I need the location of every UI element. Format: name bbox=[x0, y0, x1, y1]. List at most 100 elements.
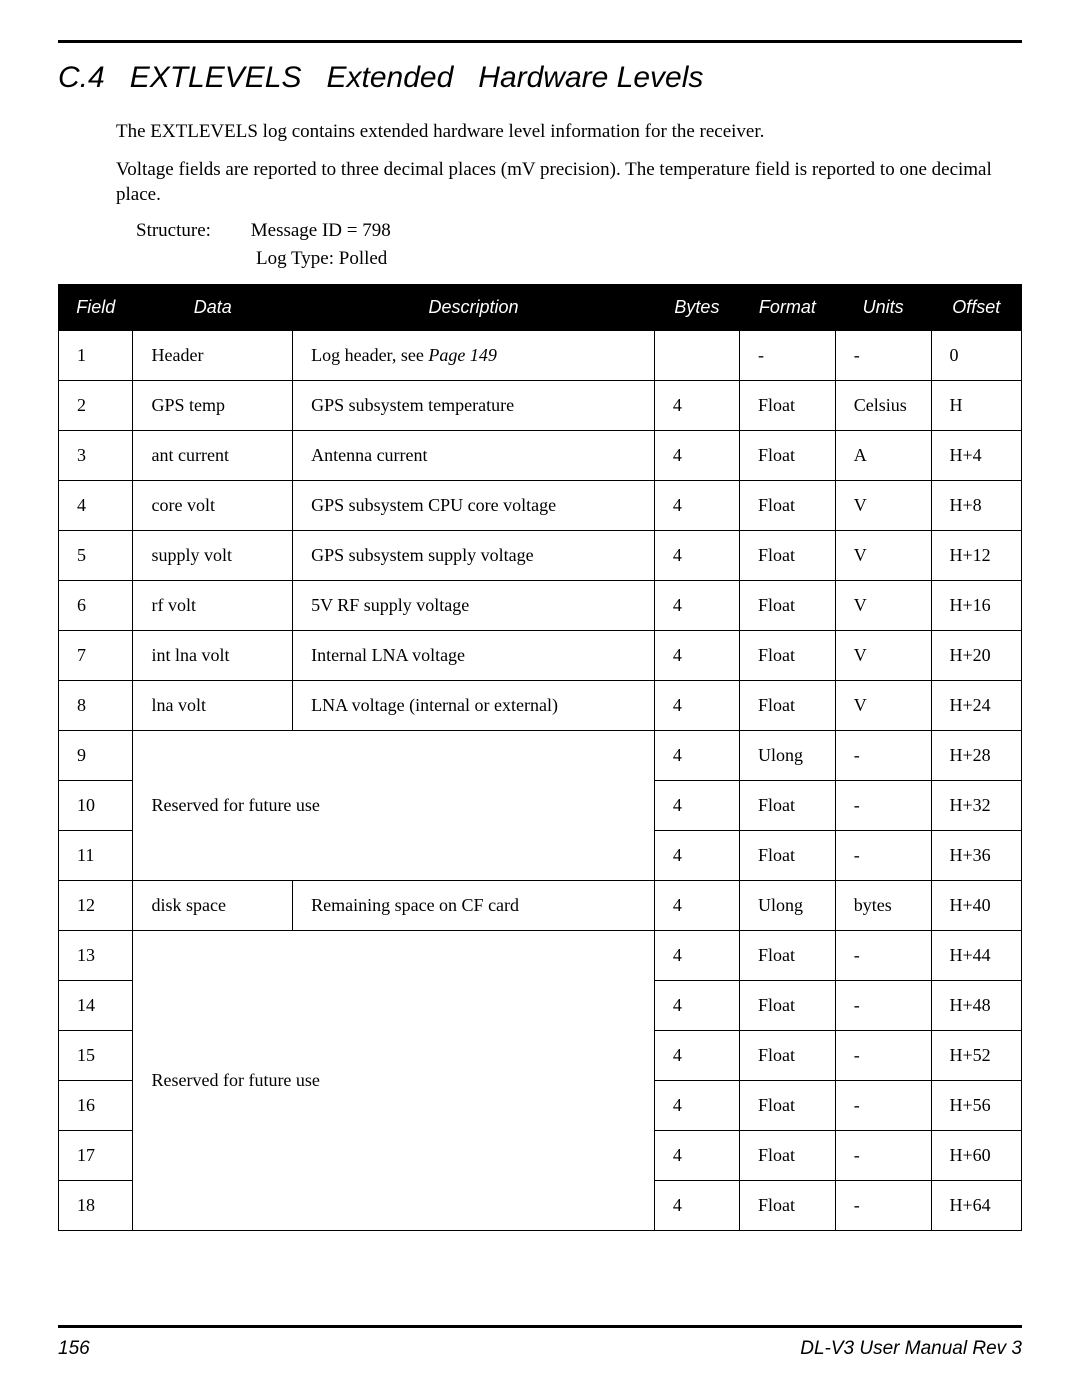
section-heading: C.4 EXTLEVELS Extended Hardware Levels bbox=[58, 61, 1022, 95]
cell-format: Float bbox=[740, 530, 836, 580]
cell-field: 15 bbox=[59, 1030, 133, 1080]
cell-units: - bbox=[835, 780, 931, 830]
structure-label: Structure: bbox=[136, 220, 246, 242]
cell-units: Celsius bbox=[835, 380, 931, 430]
cell-field: 12 bbox=[59, 880, 133, 930]
footer-content: 156 DL-V3 User Manual Rev 3 bbox=[58, 1338, 1022, 1360]
cell-desc: Antenna current bbox=[293, 430, 655, 480]
page-number: 156 bbox=[58, 1338, 90, 1360]
cell-units: - bbox=[835, 1130, 931, 1180]
cell-offset: H+64 bbox=[931, 1180, 1021, 1230]
desc-ref: Page 149 bbox=[428, 345, 496, 365]
cell-bytes: 4 bbox=[654, 1030, 739, 1080]
intro-para-2: Voltage fields are reported to three dec… bbox=[116, 157, 1022, 208]
footer-rule bbox=[58, 1325, 1022, 1328]
structure-msgid: Message ID = 798 bbox=[251, 220, 391, 241]
section-title-p3: Hardware Levels bbox=[478, 61, 703, 94]
cell-format: Float bbox=[740, 780, 836, 830]
cell-desc: GPS subsystem CPU core voltage bbox=[293, 480, 655, 530]
table-row: 7 int lna volt Internal LNA voltage 4 Fl… bbox=[59, 630, 1022, 680]
cell-field: 10 bbox=[59, 780, 133, 830]
th-field: Field bbox=[59, 284, 133, 330]
cell-offset: H+56 bbox=[931, 1080, 1021, 1130]
cell-offset: H+16 bbox=[931, 580, 1021, 630]
table-row: 8 lna volt LNA voltage (internal or exte… bbox=[59, 680, 1022, 730]
cell-units: - bbox=[835, 930, 931, 980]
cell-format: Float bbox=[740, 1130, 836, 1180]
table-row: 1 Header Log header, see Page 149 - - 0 bbox=[59, 330, 1022, 380]
cell-units: V bbox=[835, 630, 931, 680]
cell-units: A bbox=[835, 430, 931, 480]
cell-format: Float bbox=[740, 1030, 836, 1080]
cell-desc: GPS subsystem temperature bbox=[293, 380, 655, 430]
cell-format: Float bbox=[740, 1080, 836, 1130]
cell-format: Float bbox=[740, 680, 836, 730]
cell-field: 11 bbox=[59, 830, 133, 880]
cell-desc: Remaining space on CF card bbox=[293, 880, 655, 930]
table-row: 13 Reserved for future use 4 Float - H+4… bbox=[59, 930, 1022, 980]
cell-field: 9 bbox=[59, 730, 133, 780]
cell-format: Float bbox=[740, 580, 836, 630]
table-row: 12 disk space Remaining space on CF card… bbox=[59, 880, 1022, 930]
cell-offset: H+32 bbox=[931, 780, 1021, 830]
cell-offset: H+4 bbox=[931, 430, 1021, 480]
cell-units: bytes bbox=[835, 880, 931, 930]
th-units: Units bbox=[835, 284, 931, 330]
cell-units: - bbox=[835, 1080, 931, 1130]
cell-offset: H+36 bbox=[931, 830, 1021, 880]
th-offset: Offset bbox=[931, 284, 1021, 330]
th-data: Data bbox=[133, 284, 293, 330]
th-format: Format bbox=[740, 284, 836, 330]
cell-units: - bbox=[835, 330, 931, 380]
cell-offset: H+28 bbox=[931, 730, 1021, 780]
cell-field: 4 bbox=[59, 480, 133, 530]
cell-format: Float bbox=[740, 430, 836, 480]
cell-desc: LNA voltage (internal or external) bbox=[293, 680, 655, 730]
cell-offset: H+40 bbox=[931, 880, 1021, 930]
cell-units: V bbox=[835, 530, 931, 580]
cell-offset: H+52 bbox=[931, 1030, 1021, 1080]
cell-units: - bbox=[835, 730, 931, 780]
cell-format: Ulong bbox=[740, 730, 836, 780]
cell-bytes: 4 bbox=[654, 930, 739, 980]
table-row: 3 ant current Antenna current 4 Float A … bbox=[59, 430, 1022, 480]
top-rule bbox=[58, 40, 1022, 43]
page-footer: 156 DL-V3 User Manual Rev 3 bbox=[58, 1325, 1022, 1360]
cell-bytes: 4 bbox=[654, 980, 739, 1030]
cell-offset: 0 bbox=[931, 330, 1021, 380]
cell-field: 5 bbox=[59, 530, 133, 580]
desc-text: Log header, see bbox=[311, 345, 428, 365]
cell-format: Ulong bbox=[740, 880, 836, 930]
cell-offset: H+12 bbox=[931, 530, 1021, 580]
cell-units: - bbox=[835, 1030, 931, 1080]
th-bytes: Bytes bbox=[654, 284, 739, 330]
cell-format: Float bbox=[740, 980, 836, 1030]
cell-bytes: 4 bbox=[654, 580, 739, 630]
cell-offset: H+20 bbox=[931, 630, 1021, 680]
cell-field: 2 bbox=[59, 380, 133, 430]
cell-data: lna volt bbox=[133, 680, 293, 730]
cell-offset: H+60 bbox=[931, 1130, 1021, 1180]
cell-field: 7 bbox=[59, 630, 133, 680]
cell-bytes bbox=[654, 330, 739, 380]
cell-field: 18 bbox=[59, 1180, 133, 1230]
cell-desc: Log header, see Page 149 bbox=[293, 330, 655, 380]
cell-units: V bbox=[835, 680, 931, 730]
cell-bytes: 4 bbox=[654, 530, 739, 580]
cell-offset: H bbox=[931, 380, 1021, 430]
cell-reserved-1: Reserved for future use bbox=[133, 730, 654, 880]
table-row: 9 Reserved for future use 4 Ulong - H+28 bbox=[59, 730, 1022, 780]
cell-data: GPS temp bbox=[133, 380, 293, 430]
cell-format: Float bbox=[740, 930, 836, 980]
cell-bytes: 4 bbox=[654, 1080, 739, 1130]
cell-bytes: 4 bbox=[654, 780, 739, 830]
cell-data: ant current bbox=[133, 430, 293, 480]
cell-format: Float bbox=[740, 1180, 836, 1230]
cell-offset: H+24 bbox=[931, 680, 1021, 730]
cell-field: 14 bbox=[59, 980, 133, 1030]
cell-desc: Internal LNA voltage bbox=[293, 630, 655, 680]
cell-offset: H+44 bbox=[931, 930, 1021, 980]
cell-format: Float bbox=[740, 630, 836, 680]
cell-data: disk space bbox=[133, 880, 293, 930]
cell-bytes: 4 bbox=[654, 480, 739, 530]
